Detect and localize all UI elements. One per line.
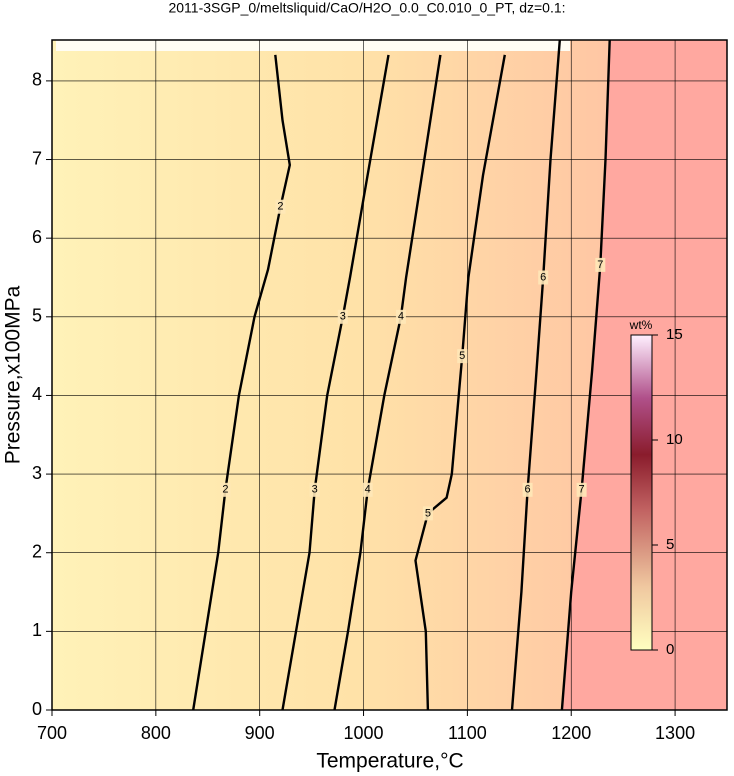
contour-label: 2	[277, 201, 283, 213]
colorbar-label: wt%	[629, 318, 653, 332]
x-tick-label: 700	[37, 723, 67, 743]
y-tick-label: 0	[32, 699, 42, 719]
contour-label-bg	[337, 309, 348, 324]
contour-line	[192, 54, 292, 711]
x-tick-label: 1200	[551, 723, 591, 743]
y-tick-label: 3	[32, 463, 42, 483]
y-axis-title: Pressure,x100MPa	[2, 285, 25, 464]
y-tick-label: 5	[32, 306, 42, 326]
contour-label-bg	[395, 309, 406, 324]
contour-label: 4	[398, 311, 404, 323]
y-tick-label: 8	[32, 70, 42, 90]
x-tick-label: 1100	[448, 723, 487, 743]
no-data-strip	[56, 40, 570, 51]
y-tick-label: 6	[32, 227, 42, 247]
contour-label-bg	[422, 506, 433, 521]
contour-label: 4	[365, 484, 371, 496]
contour-label-bg	[576, 482, 587, 497]
x-tick-label: 900	[245, 723, 275, 743]
contour-label: 6	[540, 271, 546, 283]
chart-title: 2011-3SGP_0/meltsliquid/CaO/H2O_0.0_C0.0…	[168, 0, 565, 16]
colorbar-tick-label: 10	[666, 431, 683, 448]
contour-label-bg	[309, 482, 320, 497]
contour-line	[414, 54, 506, 711]
colorbar-tick-label: 15	[666, 326, 683, 343]
contour-line	[560, 39, 611, 711]
contour-label: 3	[340, 311, 346, 323]
contour-label: 5	[425, 507, 431, 519]
contour-label: 3	[312, 484, 318, 496]
x-tick-label: 800	[141, 723, 171, 743]
contour-label-bg	[362, 482, 373, 497]
colorbar	[630, 334, 653, 651]
contour-label: 5	[459, 350, 465, 362]
y-tick-label: 4	[32, 384, 42, 404]
y-tick-label: 1	[32, 620, 42, 640]
x-axis-title: Temperature,°C	[316, 750, 463, 773]
contour-label: 2	[222, 484, 228, 496]
contour-label: 7	[597, 259, 603, 271]
x-tick-label: 1300	[655, 723, 695, 743]
contour-label: 6	[525, 484, 531, 496]
y-tick-label: 2	[32, 541, 42, 561]
contour-label-bg	[595, 257, 606, 272]
contour-label-bg	[457, 349, 468, 364]
contour-label-bg	[538, 270, 549, 285]
contour-label: 7	[579, 484, 585, 496]
colorbar-tick-label: 0	[666, 641, 674, 658]
x-tick-label: 1000	[344, 723, 384, 743]
contour-line	[333, 54, 442, 711]
contour-label-bg	[522, 482, 533, 497]
contour-label-bg	[275, 199, 286, 214]
y-tick-label: 7	[32, 148, 42, 168]
contour-label-bg	[220, 482, 231, 497]
contour-line	[510, 39, 561, 711]
contour-line	[281, 54, 390, 711]
plot-frame	[51, 39, 728, 711]
colorbar-tick-label: 5	[666, 536, 674, 553]
